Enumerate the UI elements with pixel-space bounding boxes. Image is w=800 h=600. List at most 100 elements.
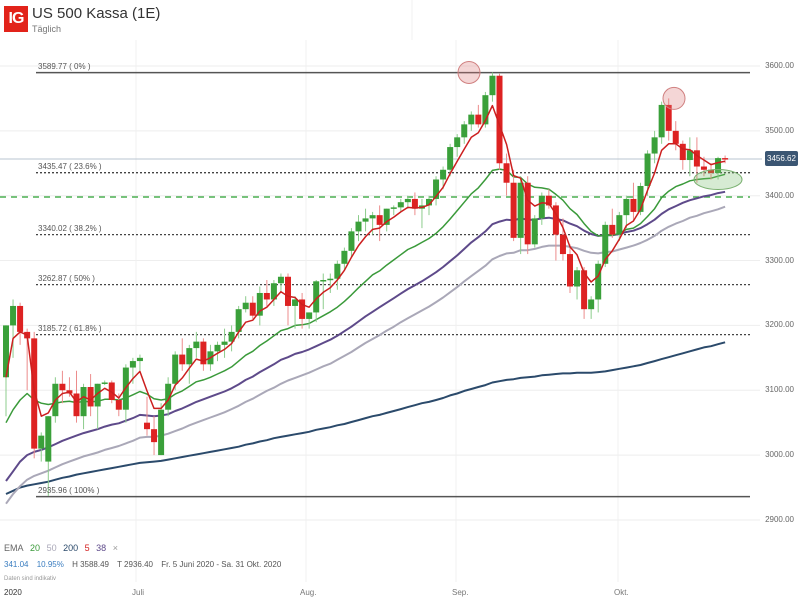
y-tick-label: 3600.00 (765, 61, 794, 70)
candle-body (228, 331, 235, 342)
candle-body (235, 309, 242, 332)
candle-body (461, 124, 468, 138)
candle-body (270, 283, 277, 300)
stat-change: 341.04 (4, 560, 29, 569)
candle-body (552, 205, 559, 235)
candle-body (376, 215, 383, 225)
peak-highlight-circle (457, 60, 481, 84)
candle-body (693, 150, 700, 167)
candle-body (355, 221, 362, 232)
candle-body (59, 383, 66, 391)
candle-body (700, 166, 707, 170)
support-highlight-ellipse (693, 168, 743, 190)
close-icon[interactable]: × (112, 543, 118, 553)
candle-body (299, 299, 306, 319)
candle-body (644, 153, 651, 186)
legend-ema-200[interactable]: 200 (63, 543, 79, 553)
legend-ema-20[interactable]: 20 (30, 543, 41, 553)
candle-body (686, 150, 693, 161)
candle-body (404, 198, 411, 203)
x-tick-juli: Juli (132, 588, 145, 597)
candle-body (433, 179, 440, 199)
candle-body (475, 114, 482, 125)
y-tick-label: 3100.00 (765, 385, 794, 395)
candle-body (609, 224, 616, 235)
ig-logo: IG (4, 6, 28, 32)
y-tick-label: 3300.00 (765, 255, 794, 265)
y-tick-label: 3200.00 (765, 320, 794, 330)
candle-body (17, 305, 24, 332)
indicator-legend: EMA 20 50 200 5 38 × (4, 543, 122, 553)
fibonacci-label: 3340.02 ( 38.2% ) (38, 223, 102, 233)
legend-ema-38[interactable]: 38 (96, 543, 107, 553)
candle-body (411, 198, 418, 209)
candle-body (186, 348, 193, 365)
candle-body (193, 341, 200, 349)
candle-body (115, 399, 122, 410)
candle-body (151, 429, 158, 443)
x-tick-aug: Aug. (300, 588, 317, 597)
candle-body (10, 305, 17, 326)
candle-body (708, 169, 714, 174)
fibonacci-label: 3589.77 ( 0% ) (38, 61, 91, 71)
candle-body (447, 147, 454, 170)
candle-body (31, 338, 38, 449)
candle-body (531, 218, 538, 245)
candle-body (426, 198, 432, 206)
instrument-title[interactable]: US 500 Kassa (1E) (32, 5, 161, 22)
candle-body (397, 202, 404, 208)
candle-body (715, 158, 722, 174)
y-tick-label: 3000.00 (765, 450, 794, 460)
stat-high: H 3588.49 (72, 560, 109, 569)
candle-body (200, 341, 207, 365)
candle-body (383, 208, 390, 225)
candle-body (45, 416, 52, 462)
candle-body (559, 234, 566, 255)
candle-body (179, 354, 186, 365)
x-tick-okt: Okt. (614, 588, 629, 597)
candle-body (263, 292, 270, 300)
disclaimer-note: Daten sind indikativ (4, 576, 57, 582)
candle-body (129, 361, 136, 368)
candle-body (341, 250, 348, 264)
candle-body (144, 422, 150, 430)
candle-body (468, 114, 475, 125)
candle-body (637, 185, 644, 212)
candle-body (595, 263, 602, 300)
candle-body (651, 137, 658, 154)
candle-body (348, 231, 355, 251)
candle-body (73, 393, 80, 417)
candle-body (256, 292, 263, 316)
candle-body (602, 224, 609, 264)
candle-body (242, 302, 249, 310)
candle-body (574, 270, 581, 287)
fibonacci-label: 3262.87 ( 50% ) (38, 273, 95, 283)
ema-50-line (5, 205, 726, 505)
stat-low: T 2936.40 (117, 560, 153, 569)
candle-body (158, 409, 165, 456)
candle-body (440, 169, 447, 180)
candle-body (545, 195, 552, 206)
legend-ema-5[interactable]: 5 (84, 543, 90, 553)
candle-body (165, 383, 172, 410)
candle-body (390, 207, 397, 209)
y-tick-label: 2900.00 (765, 514, 794, 524)
candle-body (538, 195, 545, 219)
candle-body (623, 198, 630, 216)
peak-highlight-circle (662, 86, 686, 110)
timeframe-label[interactable]: Täglich (32, 24, 62, 34)
candle-body (503, 163, 510, 183)
candle-body (80, 387, 87, 417)
ema-200-line (5, 341, 726, 495)
candle-body (482, 95, 489, 125)
candle-body (136, 357, 143, 362)
candle-body (306, 312, 313, 319)
current-price-tag: 3456.62 (765, 151, 798, 166)
candle-body (567, 254, 573, 287)
candle-body (630, 198, 637, 212)
candle-body (221, 341, 228, 345)
candle-body (38, 435, 45, 449)
candle-body (172, 354, 179, 384)
legend-ema-50[interactable]: 50 (46, 543, 57, 553)
